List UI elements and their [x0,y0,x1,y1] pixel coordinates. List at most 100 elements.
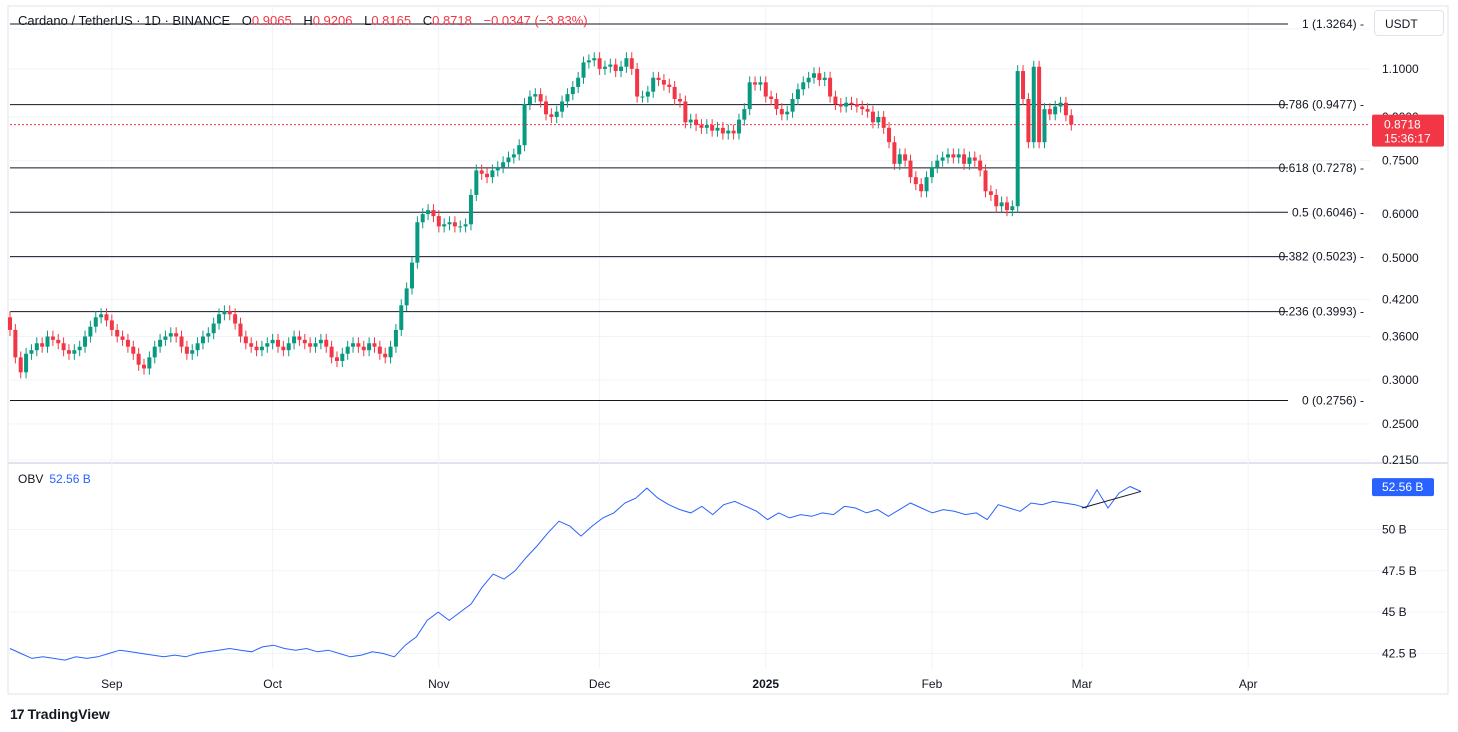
fib-level-label: 0.5 (0.6046) - [1292,205,1364,219]
candle [1026,98,1031,143]
obv-legend[interactable]: OBV 52.56 B [18,472,91,486]
candle [238,323,243,337]
candle [881,116,886,128]
candle [249,343,254,347]
candle [999,202,1004,207]
x-tick-label: Oct [263,677,282,691]
candle [903,154,908,161]
candle [276,339,280,347]
candle [560,101,565,112]
candle [243,336,248,344]
change-value: −0.0347 (−3.83%) [483,13,588,28]
high-value: 0.9206 [312,13,353,28]
candle [308,343,313,347]
candle [817,73,822,81]
candle [774,98,779,110]
candle [184,346,189,354]
candle [34,343,39,351]
candle [726,130,731,134]
candle [678,98,682,102]
close-label: C [422,13,433,28]
price-tick-label: 0.3000 [1382,373,1419,387]
candle [200,336,205,344]
tradingview-icon: 17 [10,706,25,722]
candle [227,311,232,315]
candle [854,103,859,107]
candle [1063,102,1068,116]
candle [769,96,774,99]
candle [667,84,672,87]
candle [1042,109,1047,143]
candle [345,346,350,354]
candle [549,114,554,117]
candle [29,350,34,354]
candle [490,170,495,178]
candle [908,160,913,178]
fib-level-label: 0.618 (0.7278) - [1279,161,1364,175]
candle [222,311,227,315]
currency-button[interactable]: USDT [1374,10,1444,36]
candle [645,91,650,97]
symbol-title[interactable]: Cardano / TetherUS · 1D · BINANCE [18,13,231,28]
candle [688,119,693,123]
chart-frame [7,5,1449,695]
tradingview-logo[interactable]: 17 TradingView [10,706,110,722]
candle [93,317,98,327]
candle [174,333,179,337]
candle [458,226,463,228]
close-value: 0.8718 [432,13,472,28]
candle [72,350,77,354]
candle [656,77,661,81]
candle [265,343,270,347]
candle [897,154,902,164]
candle [115,329,120,337]
high-label: H [303,13,313,28]
obv-tick-label: 42.5 B [1382,646,1417,660]
low-label: L [364,13,372,28]
candle [206,333,211,337]
candle [967,157,972,164]
candle [1047,109,1052,115]
candle [372,343,377,347]
candle [790,98,795,112]
candle [694,119,699,126]
candle [1004,202,1009,211]
candle [913,177,918,185]
candle [147,357,152,369]
candle [393,329,398,347]
candle [801,82,806,90]
candle [651,77,656,92]
obv-line [9,485,1142,661]
price-tick-label: 0.7500 [1382,154,1419,168]
candle [565,94,570,102]
candle [613,64,618,72]
candle [1015,71,1020,207]
candle [672,86,677,99]
candle [635,68,640,97]
candle [168,333,173,337]
candle [849,102,854,104]
candle [699,125,704,128]
candle [474,170,479,195]
fib-level-label: 0.786 (0.9477) - [1279,98,1364,112]
candle [833,96,838,104]
candle [447,222,452,225]
candle [988,191,993,195]
obv-trendline [1081,490,1142,509]
obv-tick-label: 50 B [1382,522,1407,536]
price-tick-label: 0.5000 [1382,251,1419,265]
candle [61,343,66,351]
x-tick-label: Nov [428,677,449,691]
candle [404,288,409,306]
candle [983,170,988,192]
candle [554,111,559,117]
candle [351,343,356,347]
candle [511,154,516,158]
candle [233,314,238,324]
candle [822,77,827,81]
candle [190,350,195,354]
candle [1058,102,1063,107]
candle [608,64,613,67]
fib-level-label: 0.382 (0.5023) - [1279,250,1364,264]
